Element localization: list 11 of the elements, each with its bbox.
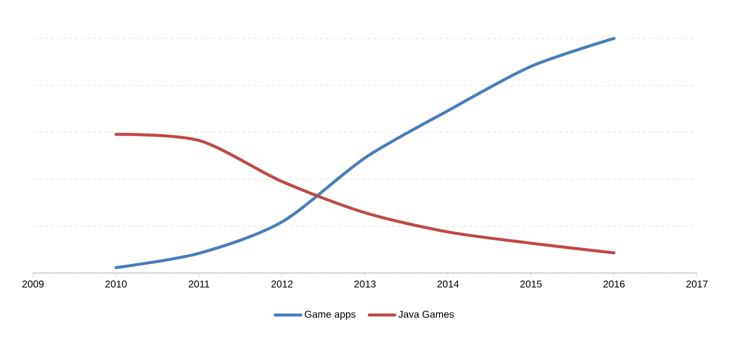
x-tick-label: 2013 — [354, 280, 376, 288]
x-tick-label: 2009 — [22, 280, 44, 288]
legend-label: Java Games — [398, 310, 454, 318]
x-tick-label: 2016 — [603, 280, 625, 288]
x-tick-label: 2015 — [520, 280, 542, 288]
x-tick-label: 2014 — [437, 280, 459, 288]
x-tick-label: 2012 — [271, 280, 293, 288]
x-tick-label: 2017 — [686, 280, 708, 288]
x-tick-label: 2010 — [105, 280, 127, 288]
x-tick-label: 2011 — [188, 280, 210, 288]
legend-label: Game apps — [304, 310, 356, 320]
